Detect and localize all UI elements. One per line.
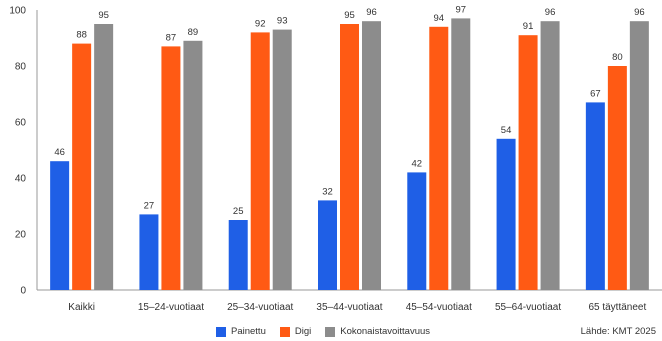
bar-painettu	[50, 161, 70, 290]
data-label: 96	[366, 7, 377, 18]
data-label: 97	[455, 4, 466, 15]
source-note: Lähde: KMT 2025	[580, 326, 656, 337]
bar-digi	[250, 32, 270, 291]
data-label: 91	[523, 21, 534, 32]
bar-kokonaistavoittavuus	[183, 40, 203, 290]
y-tick-label: 100	[9, 6, 26, 17]
legend-item-digi: Digi	[279, 326, 312, 337]
y-axis: 0 20 40 60 80 100	[9, 6, 26, 297]
legend: Painettu Digi Kokonaistavoittavuus	[216, 326, 444, 337]
bar-painettu	[228, 220, 248, 290]
data-label: 96	[634, 7, 645, 18]
category-labels: Kaikki 15–24-vuotiaat 25–34-vuotiaat 35–44-…	[68, 302, 646, 313]
x-tick-label: 65 täyttäneet	[588, 302, 646, 313]
bar-digi	[161, 46, 181, 291]
bar-chart: 0 20 40 60 80 100 46 88 95 27 87 89 25 92 93 32 95 96 42 9…	[9, 4, 662, 313]
bar-digi	[340, 24, 359, 290]
data-label: 54	[501, 125, 512, 136]
x-tick-label: 25–34-vuotiaat	[227, 302, 293, 313]
legend-swatch-painettu	[216, 326, 226, 337]
data-label: 46	[54, 147, 65, 158]
legend-swatch-digi	[279, 326, 290, 337]
data-label: 89	[188, 27, 199, 38]
data-labels: 46 88 95 27 87 89 25 92 93 32 95 96 42 94 97 54 91 96 67 80…	[54, 4, 644, 217]
bar-painettu	[585, 102, 605, 291]
bar-kokonaistavoittavuus	[94, 24, 114, 290]
bar-digi	[429, 26, 449, 291]
data-label: 95	[344, 10, 355, 21]
bar-kokonaistavoittavuus	[362, 21, 381, 290]
x-tick-label: 55–64-vuotiaat	[495, 302, 561, 313]
legend-swatch-kokonaistavoittavuus	[325, 326, 336, 337]
data-label: 25	[233, 206, 244, 217]
bar-digi	[518, 35, 538, 291]
y-tick-label: 60	[15, 118, 27, 129]
x-tick-label: 35–44-vuotiaat	[316, 302, 382, 313]
x-tick-label: Kaikki	[68, 302, 95, 313]
data-label: 32	[322, 186, 333, 197]
bar-painettu	[496, 138, 516, 290]
bar-kokonaistavoittavuus	[272, 29, 292, 290]
data-label: 93	[277, 16, 288, 27]
bar-digi	[72, 43, 92, 290]
bar-kokonaistavoittavuus	[629, 21, 649, 290]
y-tick-label: 0	[20, 286, 26, 297]
data-label: 94	[433, 13, 444, 24]
data-label: 67	[590, 88, 601, 99]
data-label: 42	[411, 158, 422, 169]
bar-painettu	[139, 214, 159, 290]
legend-item-painettu: Painettu	[216, 326, 266, 337]
bar-digi	[607, 66, 627, 290]
legend-label-painettu: Painettu	[231, 326, 266, 337]
bar-painettu	[407, 172, 427, 290]
data-label: 87	[166, 32, 177, 43]
data-label: 88	[76, 30, 87, 41]
data-label: 92	[255, 18, 266, 29]
bar-kokonaistavoittavuus	[540, 21, 560, 290]
data-label: 27	[144, 200, 155, 211]
bar-kokonaistavoittavuus	[451, 18, 471, 291]
bars	[50, 18, 649, 291]
y-tick-label: 80	[15, 62, 27, 73]
y-tick-label: 40	[15, 174, 27, 185]
x-tick-label: 45–54-vuotiaat	[406, 302, 472, 313]
data-label: 95	[98, 10, 109, 21]
legend-item-kokonaistavoittavuus: Kokonaistavoittavuus	[325, 326, 430, 337]
bar-painettu	[318, 200, 337, 290]
data-label: 96	[545, 7, 556, 18]
x-tick-label: 15–24-vuotiaat	[138, 302, 204, 313]
y-tick-label: 20	[15, 230, 27, 241]
legend-label-digi: Digi	[294, 326, 312, 337]
data-label: 80	[612, 52, 623, 63]
legend-label-kokonaistavoittavuus: Kokonaistavoittavuus	[340, 326, 431, 337]
